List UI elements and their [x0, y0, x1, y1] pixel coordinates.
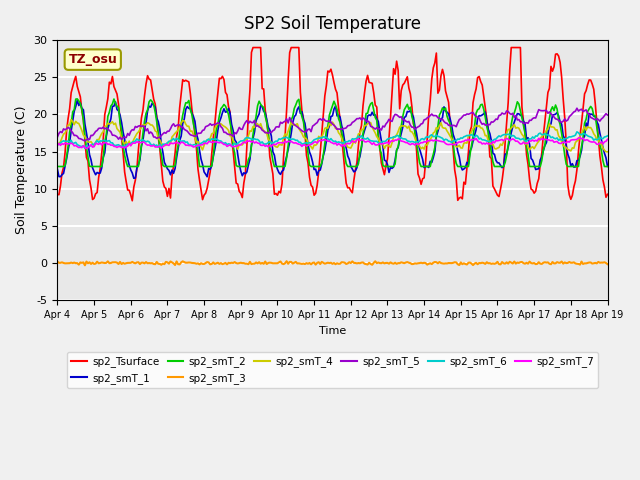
Title: SP2 Soil Temperature: SP2 Soil Temperature [244, 15, 421, 33]
sp2_smT_2 [74, 96, 81, 102]
sp2_smT_1 [159, 149, 166, 155]
sp2_smT_4 [67, 117, 75, 122]
sp2_Tsurface [401, 81, 408, 86]
sp2_smT_7 [369, 142, 376, 147]
sp2_smT_3 [604, 261, 611, 267]
sp2_Tsurface [54, 192, 61, 197]
sp2_smT_3 [81, 263, 89, 268]
sp2_Tsurface [540, 132, 547, 138]
sp2_smT_7 [399, 138, 406, 144]
sp2_smT_1 [54, 167, 61, 172]
sp2_smT_5 [399, 117, 406, 123]
sp2_smT_6 [81, 145, 89, 151]
sp2_smT_6 [54, 142, 61, 148]
sp2_Tsurface [129, 198, 136, 204]
sp2_smT_5 [573, 105, 580, 111]
sp2_smT_4 [369, 124, 376, 130]
Legend: sp2_Tsurface, sp2_smT_1, sp2_smT_2, sp2_smT_3, sp2_smT_4, sp2_smT_5, sp2_smT_6, : sp2_Tsurface, sp2_smT_1, sp2_smT_2, sp2_… [67, 352, 598, 388]
sp2_smT_1 [130, 175, 138, 181]
sp2_smT_1 [401, 115, 408, 120]
sp2_smT_1 [370, 112, 378, 118]
sp2_smT_7 [604, 136, 611, 142]
sp2_Tsurface [249, 45, 257, 50]
sp2_smT_6 [538, 132, 546, 138]
Line: sp2_smT_5: sp2_smT_5 [58, 108, 607, 141]
sp2_smT_2 [538, 157, 546, 163]
sp2_smT_7 [69, 141, 77, 146]
sp2_smT_7 [387, 139, 394, 144]
Line: sp2_Tsurface: sp2_Tsurface [58, 48, 607, 201]
sp2_smT_6 [387, 135, 394, 141]
sp2_smT_1 [74, 97, 81, 103]
sp2_smT_5 [369, 124, 376, 130]
sp2_smT_4 [538, 134, 546, 140]
sp2_smT_2 [387, 164, 394, 169]
sp2_smT_4 [604, 149, 611, 155]
Line: sp2_smT_1: sp2_smT_1 [58, 100, 607, 178]
Line: sp2_smT_7: sp2_smT_7 [58, 137, 607, 149]
sp2_smT_4 [54, 140, 61, 146]
sp2_smT_5 [387, 118, 394, 124]
sp2_smT_5 [157, 132, 165, 138]
sp2_smT_3 [540, 260, 547, 265]
sp2_smT_5 [69, 130, 77, 135]
sp2_smT_3 [370, 260, 378, 266]
sp2_smT_4 [157, 140, 165, 146]
Y-axis label: Soil Temperature (C): Soil Temperature (C) [15, 106, 28, 234]
sp2_smT_6 [399, 136, 406, 142]
sp2_smT_2 [54, 164, 61, 169]
sp2_smT_1 [388, 166, 396, 171]
sp2_Tsurface [388, 91, 396, 96]
sp2_smT_2 [369, 100, 376, 106]
sp2_smT_5 [54, 134, 61, 140]
sp2_smT_6 [69, 141, 77, 146]
sp2_smT_3 [69, 260, 77, 266]
sp2_smT_7 [538, 136, 546, 142]
Text: TZ_osu: TZ_osu [68, 53, 117, 66]
sp2_Tsurface [604, 192, 611, 197]
sp2_smT_3 [157, 262, 165, 268]
sp2_smT_5 [604, 112, 611, 118]
X-axis label: Time: Time [319, 325, 346, 336]
sp2_smT_5 [81, 138, 89, 144]
sp2_smT_5 [538, 108, 546, 114]
sp2_smT_7 [54, 143, 61, 148]
sp2_smT_4 [70, 122, 78, 128]
sp2_Tsurface [370, 90, 378, 96]
sp2_smT_7 [576, 134, 584, 140]
sp2_smT_7 [157, 145, 165, 151]
sp2_smT_7 [83, 146, 90, 152]
Line: sp2_smT_2: sp2_smT_2 [58, 99, 607, 167]
sp2_smT_3 [54, 259, 61, 264]
sp2_smT_4 [387, 144, 394, 150]
sp2_smT_2 [157, 151, 165, 157]
sp2_Tsurface [157, 162, 165, 168]
sp2_smT_1 [604, 164, 611, 169]
sp2_smT_6 [573, 129, 580, 135]
sp2_smT_2 [69, 109, 77, 115]
sp2_smT_1 [69, 118, 77, 124]
sp2_smT_6 [369, 138, 376, 144]
sp2_smT_3 [401, 260, 408, 266]
sp2_smT_3 [388, 260, 396, 266]
Line: sp2_smT_4: sp2_smT_4 [58, 120, 607, 152]
sp2_smT_4 [399, 123, 406, 129]
Line: sp2_smT_6: sp2_smT_6 [58, 132, 607, 148]
sp2_smT_6 [604, 133, 611, 139]
sp2_Tsurface [69, 84, 77, 90]
sp2_smT_2 [399, 114, 406, 120]
sp2_smT_6 [157, 143, 165, 149]
sp2_smT_3 [283, 258, 291, 264]
Line: sp2_smT_3: sp2_smT_3 [58, 261, 607, 265]
sp2_smT_2 [604, 164, 611, 169]
sp2_smT_1 [540, 148, 547, 154]
